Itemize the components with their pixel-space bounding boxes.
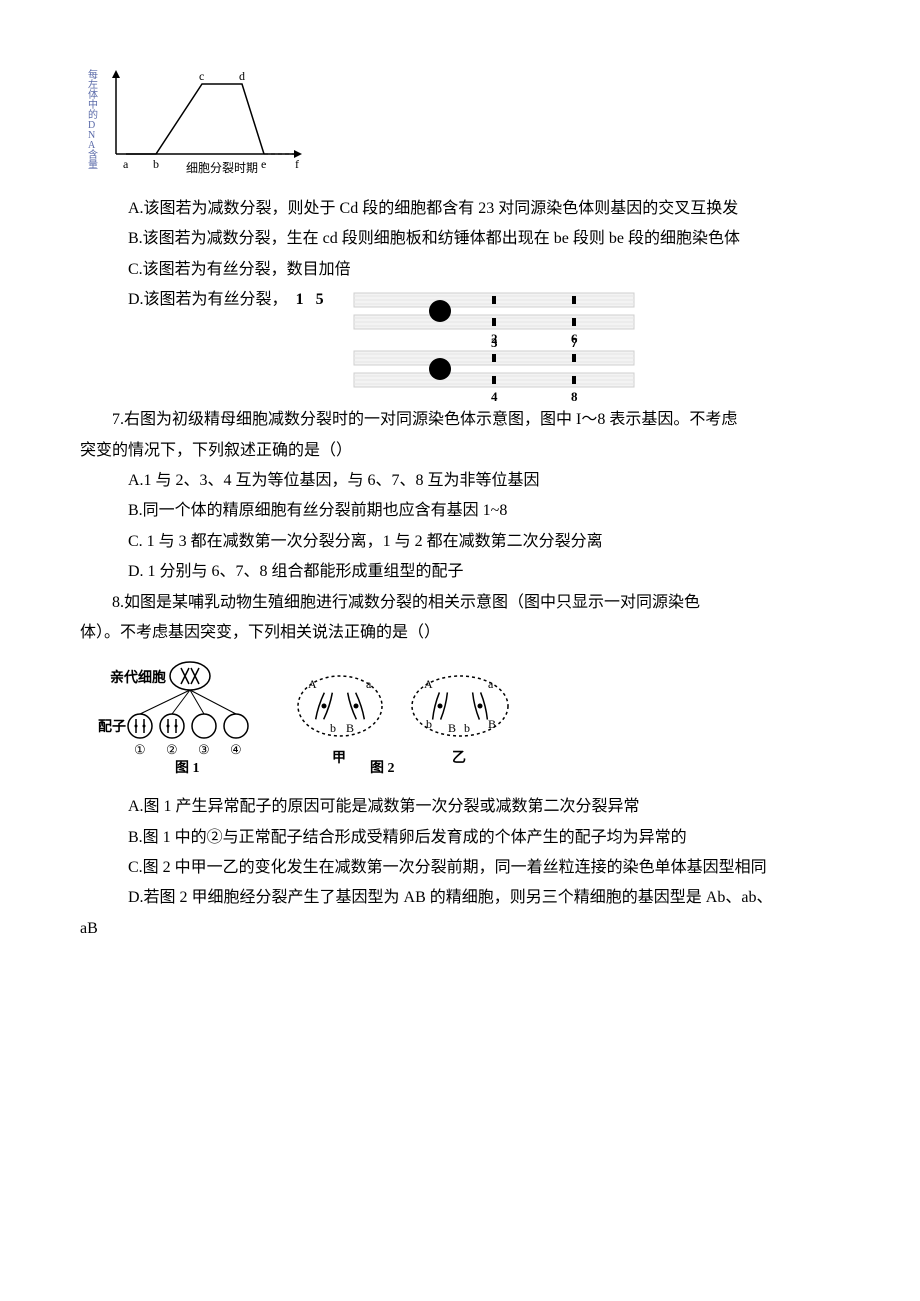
q6-option-b: B.该图若为减数分裂，生在 cd 段则细胞板和纺锤体都出现在 be 段则 be … bbox=[80, 224, 840, 254]
svg-text:b: b bbox=[464, 721, 470, 735]
svg-text:8: 8 bbox=[571, 389, 578, 404]
q7-stem-1: 7.右图为初级精母细胞减数分裂时的一对同源染色体示意图，图中 I〜8 表示基因。… bbox=[80, 405, 840, 435]
svg-text:亲代细胞: 亲代细胞 bbox=[110, 669, 166, 686]
q7-stem-2: 突变的情况下，下列叙述正确的是（） bbox=[80, 436, 840, 466]
svg-text:B: B bbox=[448, 721, 456, 735]
svg-text:3: 3 bbox=[491, 335, 498, 350]
q8-option-a: A.图 1 产生异常配子的原因可能是减数第一次分裂或减数第二次分裂异常 bbox=[80, 792, 840, 822]
svg-text:a: a bbox=[123, 157, 129, 171]
q8-option-c: C.图 2 中甲一乙的变化发生在减数第一次分裂前期，同一着丝粒连接的染色单体基因… bbox=[80, 853, 840, 883]
q8-stem-1: 8.如图是某哺乳动物生殖细胞进行减数分裂的相关示意图（图中只显示一对同源染色 bbox=[80, 588, 840, 618]
q8-option-d: D.若图 2 甲细胞经分裂产生了基因型为 AB 的精细胞，则另三个精细胞的基因型… bbox=[80, 883, 840, 913]
svg-text:A: A bbox=[424, 677, 433, 691]
svg-text:b: b bbox=[330, 721, 336, 735]
svg-text:量: 量 bbox=[88, 159, 98, 171]
q7-option-c: C. 1 与 3 都在减数第一次分裂分离，1 与 2 都在减数第二次分裂分离 bbox=[80, 527, 840, 557]
q6-chart-wrap: 每左体中的DNA含量abcdef细胞分裂时期 bbox=[80, 66, 840, 186]
svg-text:B: B bbox=[488, 717, 496, 731]
svg-text:③: ③ bbox=[198, 742, 210, 757]
q7-option-d: D. 1 分别与 6、7、8 组合都能形成重组型的配子 bbox=[80, 557, 840, 587]
q6-option-c: C.该图若为有丝分裂，数目加倍 bbox=[80, 255, 840, 285]
q7-option-a: A.1 与 2、3、4 互为等位基因，与 6、7、8 互为非等位基因 bbox=[80, 466, 840, 496]
svg-text:7: 7 bbox=[571, 335, 578, 350]
svg-text:e: e bbox=[261, 157, 266, 171]
svg-text:②: ② bbox=[166, 742, 178, 757]
q7-diagram: 263748 bbox=[324, 285, 644, 405]
svg-text:B: B bbox=[346, 721, 354, 735]
svg-text:b: b bbox=[426, 717, 432, 731]
svg-text:图 1: 图 1 bbox=[175, 760, 200, 776]
svg-text:a: a bbox=[488, 677, 494, 691]
svg-text:4: 4 bbox=[491, 389, 498, 404]
q8-stem-2: 体）。不考虑基因突变，下列相关说法正确的是（） bbox=[80, 618, 840, 648]
svg-text:c: c bbox=[199, 69, 204, 83]
svg-text:图 2: 图 2 bbox=[370, 760, 395, 776]
svg-text:细胞分裂时期: 细胞分裂时期 bbox=[186, 161, 258, 175]
q6-chart: 每左体中的DNA含量abcdef细胞分裂时期 bbox=[80, 66, 320, 186]
svg-text:a: a bbox=[366, 677, 372, 691]
q7-diagram-wrap: 263748 bbox=[324, 285, 840, 405]
q8-option-b: B.图 1 中的②与正常配子结合形成受精卵后发育成的个体产生的配子均为异常的 bbox=[80, 823, 840, 853]
q6-option-a: A.该图若为减数分裂，则处于 Cd 段的细胞都含有 23 对同源染色体则基因的交… bbox=[80, 194, 840, 224]
svg-text:④: ④ bbox=[230, 742, 242, 757]
svg-text:甲: 甲 bbox=[332, 750, 346, 766]
svg-text:d: d bbox=[239, 69, 245, 83]
q7-option-b: B.同一个体的精原细胞有丝分裂前期也应含有基因 1~8 bbox=[80, 496, 840, 526]
svg-text:f: f bbox=[295, 157, 299, 171]
q6-option-d-lead: D.该图若为有丝分裂， bbox=[80, 285, 288, 315]
q6-option-d-num: 1 5 bbox=[296, 285, 324, 315]
q8-diagram-wrap: 亲代细胞配子 ① ② ③ ④ 图 1 Ab a B 甲 Ab a B Bb 乙图 2 bbox=[80, 654, 840, 784]
svg-text:A: A bbox=[308, 677, 317, 691]
q8-diagram: 亲代细胞配子 ① ② ③ ④ 图 1 Ab a B 甲 Ab a B Bb 乙图 2 bbox=[80, 654, 580, 784]
svg-text:①: ① bbox=[134, 742, 146, 757]
svg-text:b: b bbox=[153, 157, 159, 171]
q8-tail: aB bbox=[80, 914, 840, 944]
svg-text:配子: 配子 bbox=[98, 719, 126, 735]
svg-text:乙: 乙 bbox=[452, 750, 466, 766]
